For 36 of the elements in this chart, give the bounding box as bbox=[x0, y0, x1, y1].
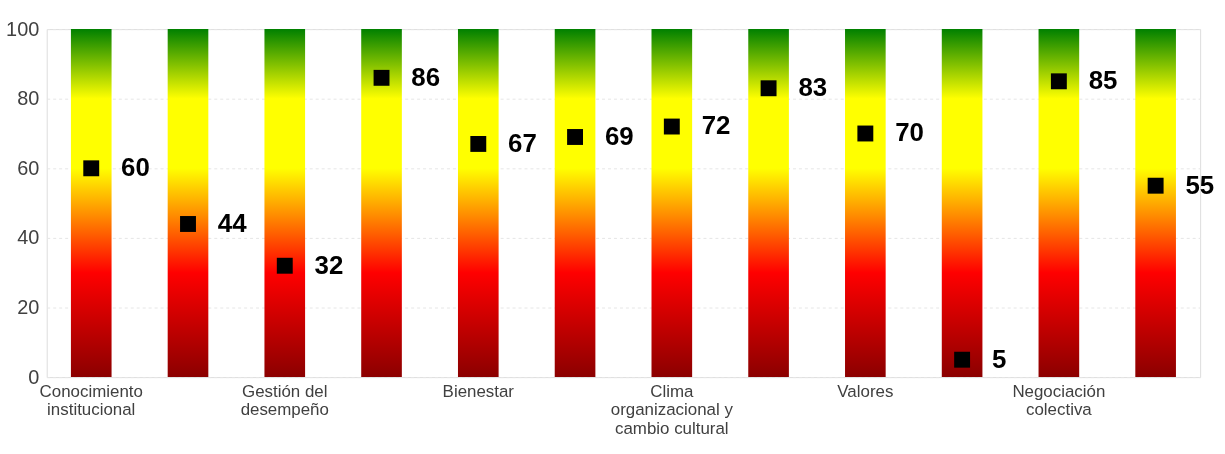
data-label: 83 bbox=[798, 73, 828, 102]
data-label: 67 bbox=[508, 128, 537, 157]
x-tick-label: Bienestar bbox=[442, 381, 515, 401]
y-tick-label: 0 bbox=[28, 365, 40, 388]
data-label: 69 bbox=[604, 121, 634, 150]
point bbox=[567, 129, 584, 145]
x-tick-label: Negociación colectiva bbox=[1012, 381, 1106, 420]
point bbox=[276, 257, 293, 274]
data-label: 5 bbox=[991, 344, 1007, 373]
data-label: 44 bbox=[217, 208, 248, 237]
x-tick-label: Clima organizacional y cambio cultural bbox=[610, 381, 734, 439]
x-tick-label: Gestión del desempeño bbox=[240, 381, 329, 420]
data-label: 32 bbox=[314, 250, 344, 279]
data-label: 55 bbox=[1185, 170, 1215, 199]
data-label: 85 bbox=[1088, 66, 1118, 95]
x-tick-label: Conocimiento institucional bbox=[39, 381, 143, 420]
point bbox=[1050, 73, 1067, 90]
point bbox=[760, 80, 777, 97]
point bbox=[663, 118, 680, 135]
point bbox=[1147, 177, 1164, 194]
x-tick-label: Valores bbox=[837, 381, 894, 401]
y-tick-label: 20 bbox=[17, 295, 40, 318]
y-tick-label: 60 bbox=[17, 156, 40, 179]
data-label: 70 bbox=[895, 118, 924, 147]
point bbox=[373, 69, 390, 86]
y-tick-label: 40 bbox=[17, 226, 40, 249]
data-label: 86 bbox=[411, 62, 441, 91]
y-tick-label: 80 bbox=[17, 87, 40, 110]
data-label: 60 bbox=[121, 153, 150, 182]
point bbox=[470, 135, 487, 152]
point bbox=[83, 160, 100, 177]
point bbox=[180, 216, 196, 232]
point bbox=[857, 125, 874, 142]
data-label: 72 bbox=[701, 111, 731, 140]
point bbox=[954, 351, 971, 368]
y-tick-label: 100 bbox=[6, 17, 40, 40]
